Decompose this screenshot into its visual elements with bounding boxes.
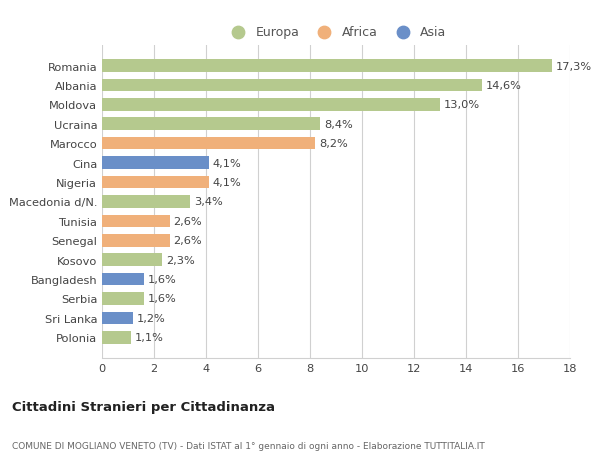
Bar <box>102 60 552 73</box>
Text: 17,3%: 17,3% <box>556 62 592 71</box>
Text: 8,2%: 8,2% <box>319 139 348 149</box>
Bar <box>102 138 315 150</box>
Text: Cittadini Stranieri per Cittadinanza: Cittadini Stranieri per Cittadinanza <box>12 400 275 413</box>
Text: 1,1%: 1,1% <box>134 333 163 342</box>
Bar <box>102 312 133 325</box>
Bar <box>102 157 209 169</box>
Text: 8,4%: 8,4% <box>325 119 353 129</box>
Bar <box>102 176 209 189</box>
Bar <box>102 196 190 208</box>
Bar <box>102 79 482 92</box>
Bar <box>102 118 320 131</box>
Bar <box>102 331 131 344</box>
Bar <box>102 235 170 247</box>
Text: 2,6%: 2,6% <box>173 236 202 246</box>
Text: 2,3%: 2,3% <box>166 255 194 265</box>
Text: 3,4%: 3,4% <box>194 197 223 207</box>
Text: 1,2%: 1,2% <box>137 313 166 323</box>
Text: 4,1%: 4,1% <box>212 178 241 188</box>
Bar <box>102 99 440 112</box>
Text: 13,0%: 13,0% <box>444 100 480 110</box>
Text: 2,6%: 2,6% <box>173 216 202 226</box>
Bar <box>102 292 143 305</box>
Bar <box>102 215 170 228</box>
Text: 1,6%: 1,6% <box>148 274 176 285</box>
Bar <box>102 273 143 286</box>
Text: COMUNE DI MOGLIANO VENETO (TV) - Dati ISTAT al 1° gennaio di ogni anno - Elabora: COMUNE DI MOGLIANO VENETO (TV) - Dati IS… <box>12 441 485 450</box>
Text: 14,6%: 14,6% <box>485 81 521 91</box>
Text: 4,1%: 4,1% <box>212 158 241 168</box>
Text: 1,6%: 1,6% <box>148 294 176 304</box>
Legend: Europa, Africa, Asia: Europa, Africa, Asia <box>221 21 452 44</box>
Bar <box>102 254 162 266</box>
